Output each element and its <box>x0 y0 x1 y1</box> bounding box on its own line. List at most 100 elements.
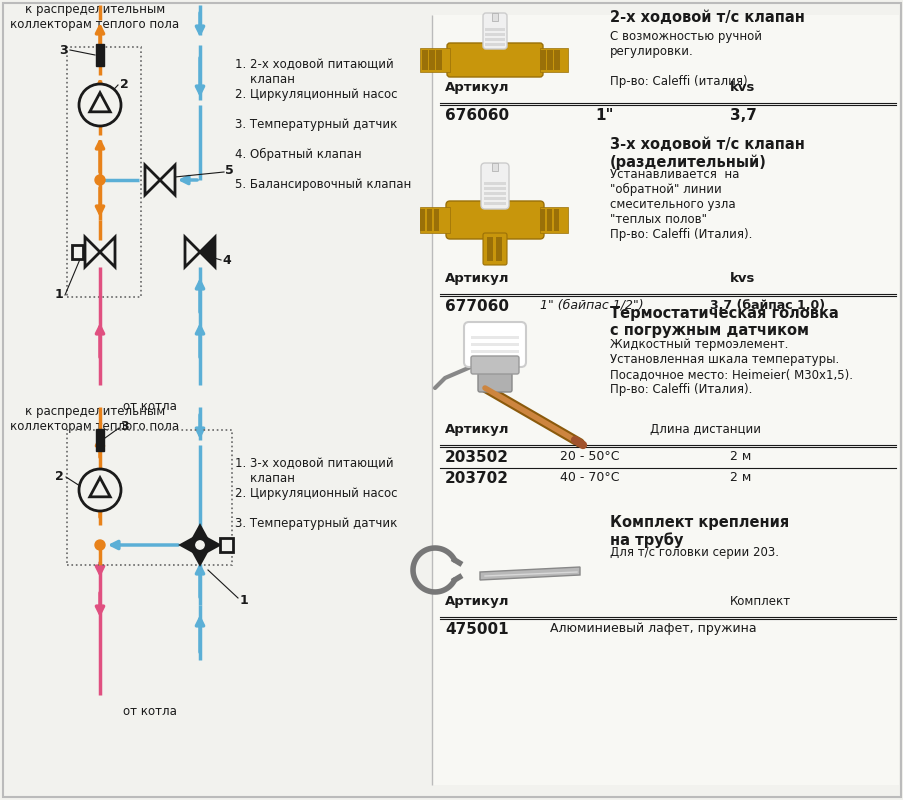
Text: Артикул: Артикул <box>444 595 509 608</box>
Bar <box>483 187 506 190</box>
Bar <box>546 209 552 231</box>
Polygon shape <box>160 165 175 195</box>
Text: Длина дистанции: Длина дистанции <box>649 423 760 436</box>
FancyBboxPatch shape <box>482 233 507 265</box>
Text: Алюминиевый лафет, пружина: Алюминиевый лафет, пружина <box>549 622 756 635</box>
Text: Артикул: Артикул <box>444 272 509 285</box>
Text: 2-х ходовой т/с клапан: 2-х ходовой т/с клапан <box>610 10 804 25</box>
FancyBboxPatch shape <box>470 356 518 374</box>
Bar <box>420 48 450 72</box>
Circle shape <box>196 541 204 549</box>
Polygon shape <box>200 237 215 267</box>
Bar <box>485 38 505 41</box>
Bar <box>491 163 498 171</box>
Text: 3. Температурный датчик: 3. Температурный датчик <box>235 118 397 131</box>
Text: 5. Балансировочный клапан: 5. Балансировочный клапан <box>235 178 411 191</box>
Text: 1: 1 <box>239 594 248 606</box>
Text: 4. Обратный клапан: 4. Обратный клапан <box>235 148 361 161</box>
FancyBboxPatch shape <box>478 366 511 392</box>
Text: к распределительным
коллекторам теплого пола: к распределительным коллекторам теплого … <box>11 405 180 433</box>
FancyBboxPatch shape <box>446 43 543 77</box>
Text: 1" (байпас 1/2"): 1" (байпас 1/2") <box>539 299 643 312</box>
Bar <box>433 209 439 231</box>
Text: kvs: kvs <box>730 81 755 94</box>
Bar <box>219 538 233 552</box>
Polygon shape <box>144 165 160 195</box>
Text: 475001: 475001 <box>444 622 508 637</box>
Bar <box>485 33 505 36</box>
Text: 203702: 203702 <box>444 471 508 486</box>
Text: 3-х ходовой т/с клапан
(разделительный): 3-х ходовой т/с клапан (разделительный) <box>610 137 804 170</box>
Text: 3,7: 3,7 <box>730 108 756 123</box>
Text: 676060: 676060 <box>444 108 508 123</box>
Text: Комплект крепления
на трубу: Комплект крепления на трубу <box>610 515 788 548</box>
Text: Комплект: Комплект <box>730 595 790 608</box>
Bar <box>491 13 498 21</box>
Text: 3: 3 <box>120 421 128 434</box>
Bar <box>470 350 518 353</box>
Text: kvs: kvs <box>730 272 755 285</box>
Text: 1. 3-х ходовой питающий
    клапан: 1. 3-х ходовой питающий клапан <box>235 457 393 485</box>
Polygon shape <box>479 567 580 580</box>
Bar <box>554 209 558 231</box>
Text: 2 м: 2 м <box>730 450 750 463</box>
Bar <box>539 209 545 231</box>
Text: 677060: 677060 <box>444 299 508 314</box>
Text: 203502: 203502 <box>444 450 508 465</box>
Circle shape <box>79 84 121 126</box>
Circle shape <box>79 469 121 511</box>
Text: 20 - 50°С: 20 - 50°С <box>559 450 619 463</box>
FancyBboxPatch shape <box>463 322 526 367</box>
Text: Для т/с головки серии 203.: Для т/с головки серии 203. <box>610 546 778 559</box>
Text: 2 м: 2 м <box>730 471 750 484</box>
Bar <box>496 237 501 261</box>
Bar <box>546 50 553 70</box>
Bar <box>487 237 492 261</box>
Text: 1. 2-х ходовой питающий
    клапан: 1. 2-х ходовой питающий клапан <box>235 58 394 86</box>
Bar <box>429 50 434 70</box>
Circle shape <box>95 175 105 185</box>
Polygon shape <box>190 526 210 545</box>
Text: 2: 2 <box>55 470 64 483</box>
FancyBboxPatch shape <box>482 13 507 49</box>
Circle shape <box>95 540 105 550</box>
Text: 5: 5 <box>225 163 234 177</box>
Text: 4: 4 <box>222 254 230 266</box>
Text: С возможностью ручной
регулировки.

Пр-во: Caleffi (италия).: С возможностью ручной регулировки. Пр-во… <box>610 30 761 88</box>
Bar <box>483 192 506 195</box>
Bar <box>433 15 898 785</box>
Bar <box>72 245 83 259</box>
Bar <box>470 343 518 346</box>
Bar <box>470 336 518 339</box>
Text: Термостатическая головка
с погружным датчиком: Термостатическая головка с погружным дат… <box>610 306 838 338</box>
Text: Артикул: Артикул <box>444 423 509 436</box>
Text: Устанавливается  на
"обратной" линии
смесительного узла
"теплых полов"
Пр-во: Ca: Устанавливается на "обратной" линии смес… <box>610 168 751 241</box>
Bar <box>420 207 450 233</box>
Bar <box>554 50 559 70</box>
Bar <box>422 50 427 70</box>
Text: 3: 3 <box>60 43 68 57</box>
Bar <box>483 202 506 205</box>
Bar <box>539 50 545 70</box>
Text: 1: 1 <box>54 289 63 302</box>
Bar <box>96 429 104 451</box>
Text: Жидкостный термоэлемент.
Установленная шкала температуры.
Посадочное место: Heim: Жидкостный термоэлемент. Установленная ш… <box>610 338 852 396</box>
Bar <box>539 48 567 72</box>
FancyBboxPatch shape <box>445 201 544 239</box>
Text: 40 - 70°С: 40 - 70°С <box>559 471 619 484</box>
Bar <box>470 357 518 360</box>
Polygon shape <box>100 237 115 267</box>
Bar <box>96 44 104 66</box>
Bar <box>483 197 506 200</box>
Text: 2: 2 <box>120 78 128 91</box>
FancyBboxPatch shape <box>480 163 508 209</box>
Text: 2. Циркуляционный насос: 2. Циркуляционный насос <box>235 88 397 101</box>
Text: 3. Температурный датчик: 3. Температурный датчик <box>235 517 397 530</box>
Text: от котла: от котла <box>123 705 177 718</box>
Bar <box>485 43 505 46</box>
Polygon shape <box>181 534 200 555</box>
Bar <box>426 209 432 231</box>
Bar <box>485 28 505 31</box>
Polygon shape <box>200 534 219 555</box>
Text: 3,7 (байпас 1,0): 3,7 (байпас 1,0) <box>709 299 824 312</box>
